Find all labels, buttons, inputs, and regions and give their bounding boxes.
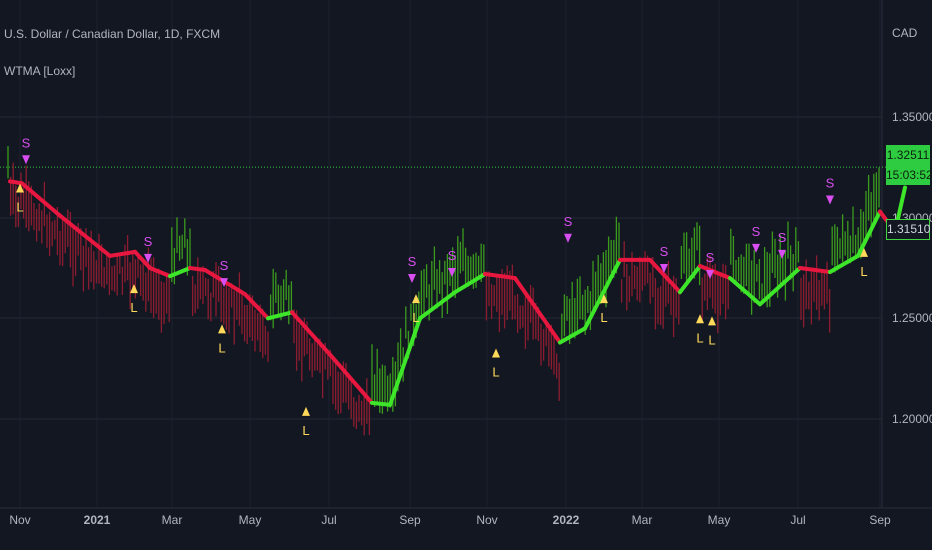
x-tick-label: May [708, 513, 731, 527]
long-signal-label: L [492, 365, 499, 380]
x-tick-label: Mar [632, 513, 653, 527]
wtma-segment [243, 292, 270, 321]
short-signal-label: S [752, 224, 761, 239]
wtma-segment [648, 257, 682, 295]
wtma-segment [58, 213, 112, 258]
short-signal-marker [220, 278, 228, 288]
wtma-segment [698, 264, 732, 281]
wtma-segment [388, 316, 422, 407]
wtma-segment [188, 266, 207, 272]
short-signal-marker [660, 263, 668, 273]
x-tick-label: Jul [790, 513, 805, 527]
x-tick-label: Sep [399, 513, 421, 527]
symbol-title[interactable]: U.S. Dollar / Canadian Dollar, 1D, FXCM [4, 27, 221, 41]
x-tick-label: Nov [476, 513, 497, 527]
short-signal-marker [22, 155, 30, 165]
wtma-segment [168, 266, 192, 279]
short-signal-marker [564, 233, 572, 243]
wtma-segment [453, 272, 487, 295]
wtma-segment [558, 326, 587, 345]
wtma-segment [828, 253, 860, 274]
x-tick-label: Jul [321, 513, 336, 527]
short-signal-marker [826, 195, 834, 205]
long-signal-marker [130, 284, 138, 294]
long-signal-label: L [218, 340, 225, 355]
wtma-segment [483, 272, 517, 281]
wtma-segment [583, 257, 622, 331]
wtma-segment [758, 266, 802, 307]
y-tick-label: 1.25000 [892, 311, 932, 325]
long-signal-label: L [130, 300, 137, 315]
long-signal-marker [302, 406, 310, 416]
wtma-segment [798, 266, 832, 274]
wtma-segment [20, 181, 62, 218]
short-signal-label: S [22, 135, 31, 150]
short-signal-label: S [144, 234, 153, 249]
short-signal-label: S [220, 258, 229, 273]
countdown-tag: 15:03:52 [886, 165, 932, 185]
long-signal-label: L [16, 199, 23, 214]
long-signal-label: L [302, 423, 309, 438]
wtma-segment [8, 179, 24, 186]
wtma-line [8, 179, 907, 407]
short-signal-marker [752, 243, 760, 253]
wtma-segment [266, 310, 294, 321]
short-signal-label: S [660, 244, 669, 259]
y-tick-label: 1.35000 [892, 110, 932, 124]
x-tick-label: Sep [869, 513, 891, 527]
long-signal-marker [696, 314, 704, 324]
long-signal-label: L [696, 330, 703, 345]
short-signal-marker [448, 268, 456, 277]
long-signal-label: L [708, 332, 715, 347]
x-tick-label: 2021 [84, 513, 111, 527]
y-tick-label: 1.20000 [892, 412, 932, 426]
wtma-segment [856, 209, 882, 258]
wtma-segment [148, 266, 172, 279]
candles [7, 146, 880, 436]
wtma-segment [513, 276, 562, 345]
long-signal-label: L [600, 310, 607, 325]
short-signal-label: S [778, 230, 787, 245]
short-signal-marker [144, 253, 152, 263]
wtma-segment [370, 400, 392, 407]
wtma-segment [328, 352, 374, 405]
short-signal-label: S [408, 254, 417, 269]
short-signal-marker [706, 270, 714, 280]
long-signal-marker [218, 324, 226, 334]
x-tick-label: May [239, 513, 262, 527]
last-price-tag: 1.32511 [886, 145, 930, 165]
x-tick-label: 2022 [553, 513, 580, 527]
x-tick-label: Nov [9, 513, 30, 527]
long-signal-marker [708, 316, 716, 326]
x-tick-label: Mar [162, 513, 183, 527]
indicator-label[interactable]: WTMA [Loxx] [4, 64, 76, 78]
short-signal-marker [778, 249, 786, 259]
wtma-segment [108, 249, 137, 258]
long-signal-marker [600, 294, 608, 304]
long-signal-label: L [412, 310, 419, 325]
short-signal-label: S [706, 250, 715, 265]
short-signal-label: S [564, 214, 573, 229]
wtma-segment [728, 276, 762, 307]
long-signal-marker [860, 247, 868, 257]
long-signal-marker [412, 294, 420, 304]
short-signal-label: S [826, 176, 835, 191]
wtma-segment [418, 290, 457, 321]
wtma-segment [133, 249, 152, 270]
wtma-segment [290, 310, 332, 357]
long-signal-label: L [860, 264, 867, 279]
short-signal-label: S [448, 248, 457, 263]
wtma-segment [678, 264, 702, 295]
long-signal-marker [492, 348, 500, 358]
currency-label: CAD [892, 26, 918, 40]
short-signal-marker [408, 274, 416, 284]
long-signal-marker [16, 183, 24, 193]
wtma-value-tag: 1.31510 [886, 219, 930, 240]
